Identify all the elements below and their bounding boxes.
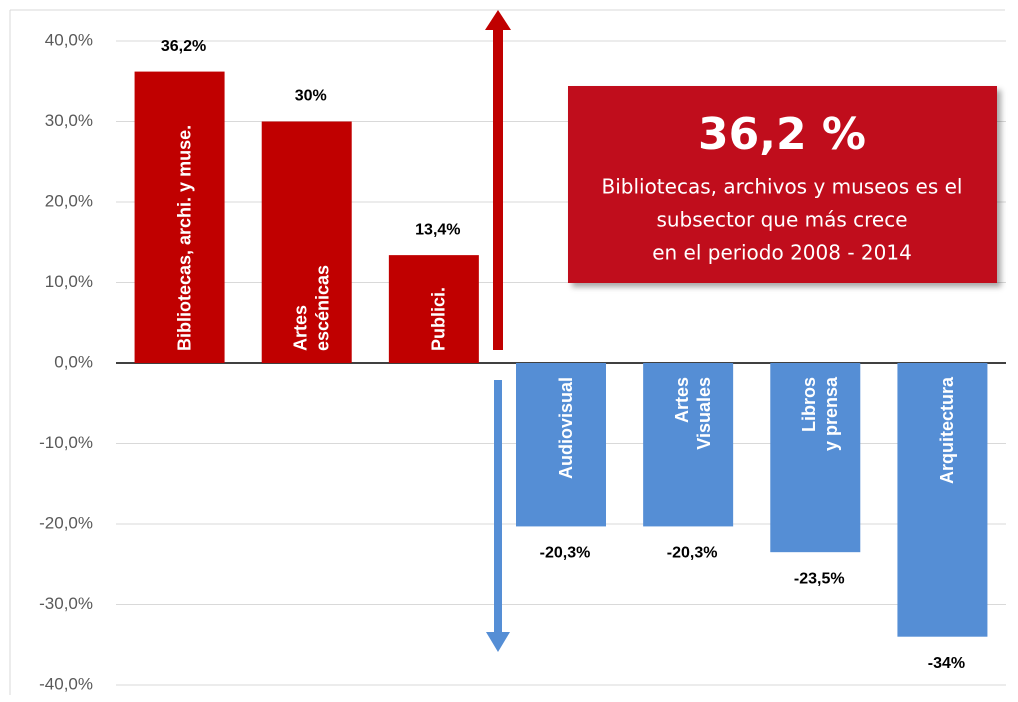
annotation-line: en el periodo 2008 - 2014 [652,241,912,265]
y-tick-label: 20,0% [45,191,93,210]
category-label: Publici. [429,287,449,351]
down-arrow [486,380,510,652]
bar [897,363,988,637]
y-tick-label: -10,0% [39,433,93,452]
y-tick-label: 30,0% [45,111,93,130]
category-label: escénicas [312,265,332,351]
value-label: -34% [928,655,965,672]
bar [261,121,352,363]
y-tick-label: 0,0% [54,352,93,371]
bar [516,363,606,527]
category-label: Libros [799,377,819,432]
category-label: Bibliotecas, archi. y muse. [174,125,194,351]
y-tick-label: -20,0% [39,513,93,532]
bar [134,71,225,363]
value-label: 30% [295,88,327,105]
category-label: y prensa [821,376,841,451]
y-tick-label: -30,0% [39,594,93,613]
bar [770,363,861,553]
value-label: -23,5% [794,570,845,587]
annotation-box [568,86,997,283]
category-label: Audiovisual [556,377,576,479]
category-label: Visuales [694,377,714,450]
annotation-headline: 36,2 % [698,109,866,160]
bar [388,255,479,363]
y-tick-label: 40,0% [45,30,93,49]
y-tick-label: -40,0% [39,674,93,693]
category-label: Artes [290,305,310,351]
value-label: 36,2% [161,38,206,55]
value-label: -20,3% [667,545,718,562]
annotation-line: Bibliotecas, archivos y museos es el [601,175,962,199]
category-label: Arquitectura [937,376,957,484]
value-label: -20,3% [540,545,591,562]
up-arrow [485,10,511,350]
y-tick-label: 10,0% [45,272,93,291]
bar [643,363,734,527]
value-label: 13,4% [415,221,460,238]
category-label: Artes [672,377,692,423]
annotation-line: subsector que más crece [656,208,907,232]
